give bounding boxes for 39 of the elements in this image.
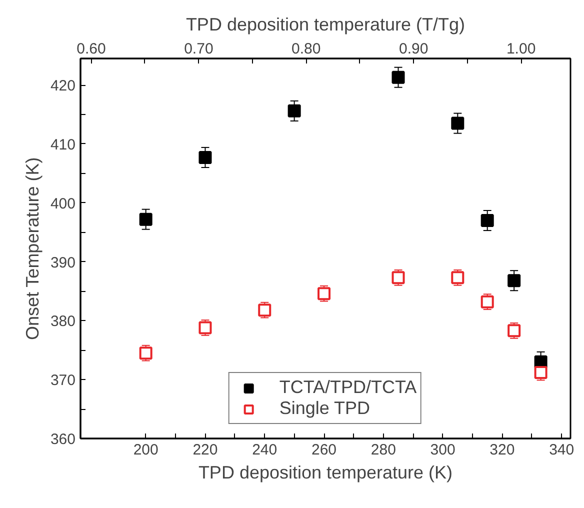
y-tick-label: 410 <box>50 136 76 154</box>
point <box>508 274 521 288</box>
point <box>318 287 331 300</box>
point <box>392 271 405 284</box>
x2-tick-label: 1.00 <box>506 40 536 58</box>
point <box>534 366 548 380</box>
legend-label: TCTA/TPD/TCTA <box>279 377 417 398</box>
x-tick-label: 320 <box>490 442 515 458</box>
point <box>288 104 301 118</box>
y-tick-label: 360 <box>50 431 76 448</box>
point <box>480 295 494 308</box>
x-tick-label: 300 <box>430 442 456 458</box>
x-tick-label: 280 <box>370 442 396 458</box>
x2-axis-title: TPD deposition temperature (T/Tg) <box>186 14 466 34</box>
y-axis-title: Onset Temperature (K) <box>22 157 42 340</box>
y-tick-label: 420 <box>50 78 76 95</box>
point <box>198 150 212 164</box>
y-tick-label: 370 <box>50 372 76 390</box>
y-tick-label: 390 <box>50 254 76 272</box>
x-tick-label: 340 <box>549 442 574 458</box>
x-tick-label: 260 <box>312 442 337 458</box>
y-tick-label: 380 <box>50 313 76 330</box>
point <box>451 271 464 284</box>
point <box>480 214 494 228</box>
point <box>139 212 152 226</box>
legend-label: Single TPD <box>279 398 370 419</box>
x-tick-label: 240 <box>252 442 278 458</box>
y-tick-label: 400 <box>50 195 76 212</box>
point <box>139 346 152 360</box>
point <box>392 70 405 84</box>
x2-tick-label: 0.60 <box>76 40 106 58</box>
point <box>258 304 272 317</box>
point <box>451 116 464 130</box>
x-tick-label: 200 <box>133 442 158 458</box>
x2-tick-label: 0.90 <box>399 40 428 58</box>
x-axis-title: TPD deposition temperature (K) <box>198 462 453 482</box>
x2-tick-label: 0.70 <box>184 40 214 58</box>
x-tick-label: 220 <box>192 442 218 458</box>
x2-tick-label: 0.80 <box>292 40 321 58</box>
